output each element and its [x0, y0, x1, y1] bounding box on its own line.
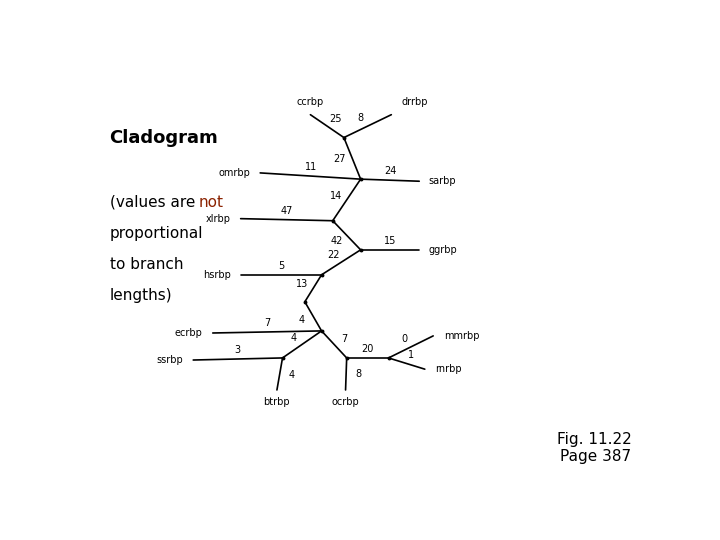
Text: to branch: to branch [109, 257, 183, 272]
Text: ccrbp: ccrbp [297, 97, 324, 107]
Text: btrbp: btrbp [264, 397, 290, 408]
Text: hsrbp: hsrbp [203, 270, 230, 280]
Text: Fig. 11.22
Page 387: Fig. 11.22 Page 387 [557, 431, 631, 464]
Text: ocrbp: ocrbp [332, 397, 359, 408]
Text: Cladogram: Cladogram [109, 129, 218, 146]
Text: 11: 11 [305, 162, 318, 172]
Text: mmrbp: mmrbp [444, 331, 480, 341]
Text: 1: 1 [408, 350, 415, 360]
Text: drrbp: drrbp [401, 97, 428, 107]
Text: 4: 4 [289, 370, 295, 380]
Text: 47: 47 [281, 206, 293, 215]
Text: 5: 5 [278, 261, 284, 271]
Text: 24: 24 [384, 166, 397, 176]
Text: rnrbp: rnrbp [435, 364, 462, 374]
Text: 4: 4 [291, 333, 297, 343]
Text: 8: 8 [358, 113, 364, 124]
Text: sarbp: sarbp [428, 176, 456, 186]
Text: not: not [199, 194, 224, 210]
Text: (values are: (values are [109, 194, 199, 210]
Text: 3: 3 [235, 345, 240, 355]
Text: omrbp: omrbp [219, 168, 251, 178]
Text: 4: 4 [299, 315, 305, 325]
Text: 13: 13 [296, 280, 308, 289]
Text: 7: 7 [264, 318, 270, 328]
Text: 22: 22 [327, 251, 339, 260]
Text: 42: 42 [330, 235, 343, 246]
Text: 27: 27 [333, 154, 346, 164]
Text: 25: 25 [329, 114, 342, 124]
Text: 15: 15 [384, 235, 396, 246]
Text: ssrbp: ssrbp [156, 355, 183, 365]
Text: 7: 7 [341, 334, 347, 344]
Text: 0: 0 [401, 334, 407, 345]
Text: xlrbp: xlrbp [206, 214, 230, 224]
Text: ggrbp: ggrbp [428, 245, 457, 255]
Text: 14: 14 [330, 191, 342, 201]
Text: 8: 8 [356, 369, 361, 379]
Text: ecrbp: ecrbp [175, 328, 203, 338]
Text: 20: 20 [361, 344, 374, 354]
Text: proportional: proportional [109, 226, 203, 241]
Text: lengths): lengths) [109, 288, 172, 303]
